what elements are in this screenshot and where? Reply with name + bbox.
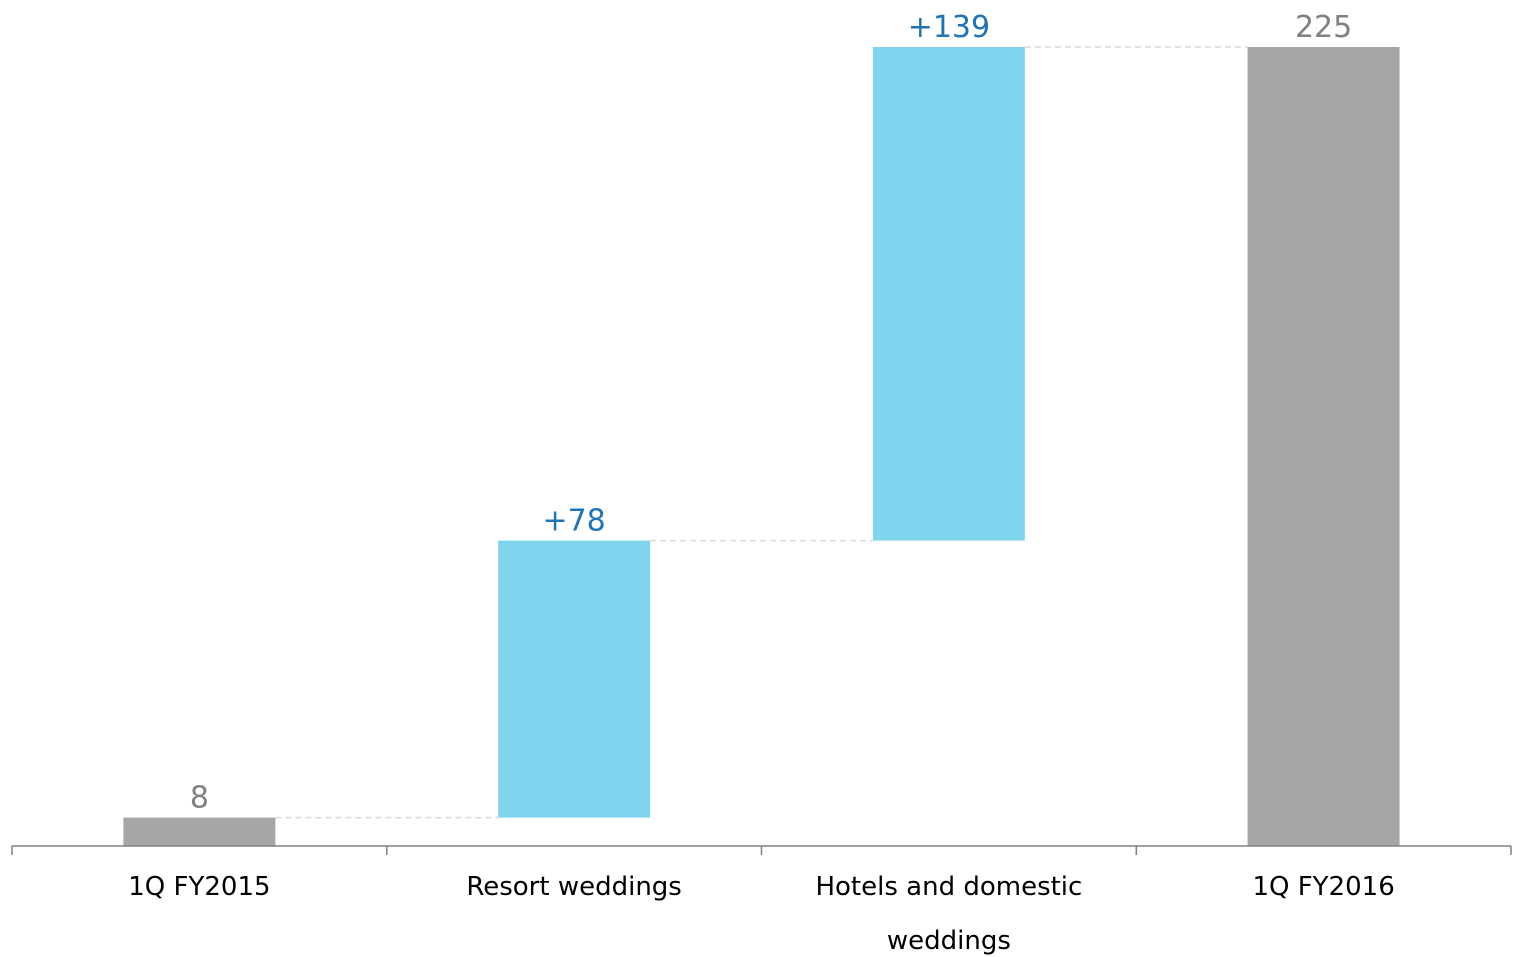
category-labels: 1Q FY2015 Resort weddings Hotels and domes… <box>128 872 1394 956</box>
value-label-1q-fy2015: 8 <box>190 781 209 816</box>
bar-1q-fy2016 <box>1247 47 1400 846</box>
bar-1q-fy2015 <box>123 817 276 846</box>
category-label-1q-fy2015: 1Q FY2015 <box>128 872 270 902</box>
value-label-hotels-and-domestic-weddings: +139 <box>908 10 990 45</box>
value-label-1q-fy2016: 225 <box>1295 10 1352 45</box>
x-axis <box>11 845 1512 855</box>
category-label-resort-weddings: Resort weddings <box>466 872 682 902</box>
category-label-hotels-and-domestic-weddings: Hotels and domestic weddings <box>815 872 1082 956</box>
connector-lines <box>275 46 1248 819</box>
bars <box>123 47 1400 846</box>
value-labels: 8 +78 +139 225 <box>190 10 1352 816</box>
bar-resort-weddings <box>498 540 651 818</box>
bar-hotels-and-domestic-weddings <box>872 47 1025 541</box>
category-label-1q-fy2016: 1Q FY2016 <box>1252 872 1394 902</box>
value-label-resort-weddings: +78 <box>542 504 605 539</box>
